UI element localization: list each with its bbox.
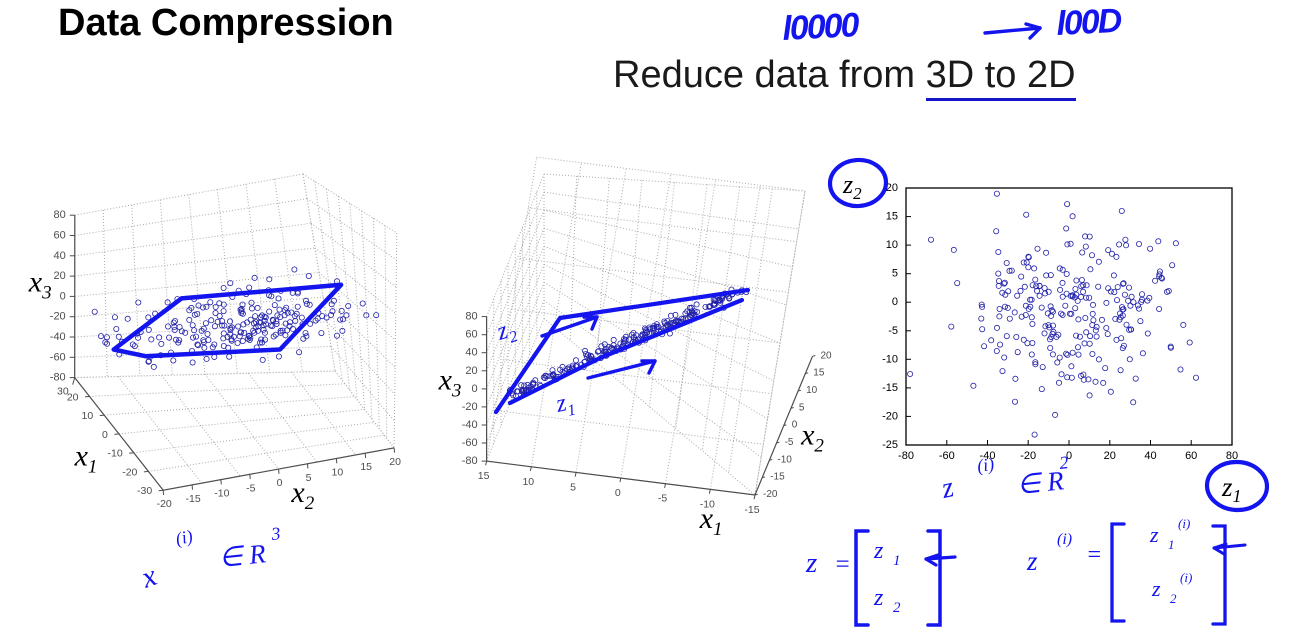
svg-text:2: 2 bbox=[893, 600, 901, 616]
svg-text:z1: z1 bbox=[553, 388, 578, 422]
svg-text:1: 1 bbox=[1168, 537, 1175, 552]
svg-text:-80: -80 bbox=[50, 372, 66, 384]
svg-text:-10: -10 bbox=[108, 448, 123, 460]
svg-text:0: 0 bbox=[792, 420, 798, 431]
svg-text:-20: -20 bbox=[122, 466, 137, 478]
svg-text:x3: x3 bbox=[438, 364, 462, 402]
svg-text:-40: -40 bbox=[50, 331, 66, 343]
svg-text:-25: -25 bbox=[882, 439, 898, 451]
svg-text:-5: -5 bbox=[888, 325, 898, 337]
svg-text:(i): (i) bbox=[976, 454, 996, 477]
svg-text:-80: -80 bbox=[462, 455, 478, 467]
svg-text:5: 5 bbox=[799, 402, 805, 413]
svg-text:z2: z2 bbox=[493, 315, 520, 350]
svg-text:-5: -5 bbox=[246, 482, 255, 494]
svg-text:5: 5 bbox=[306, 472, 312, 484]
svg-text:-10: -10 bbox=[882, 353, 898, 365]
svg-text:z: z bbox=[1149, 522, 1159, 547]
svg-text:z: z bbox=[805, 547, 817, 579]
svg-text:10: 10 bbox=[522, 476, 534, 488]
svg-text:60: 60 bbox=[1185, 450, 1197, 462]
svg-text:-20: -20 bbox=[1020, 450, 1036, 462]
svg-text:60: 60 bbox=[54, 230, 66, 242]
svg-text:-10: -10 bbox=[777, 454, 792, 465]
svg-text:15: 15 bbox=[813, 368, 825, 379]
svg-text:40: 40 bbox=[54, 250, 66, 262]
svg-text:z: z bbox=[873, 585, 884, 611]
svg-text:0: 0 bbox=[102, 429, 108, 441]
svg-text:-20: -20 bbox=[763, 489, 778, 500]
svg-text:20: 20 bbox=[1104, 450, 1116, 462]
svg-text:-80: -80 bbox=[898, 450, 914, 462]
svg-text:(i): (i) bbox=[174, 526, 195, 550]
svg-text:-60: -60 bbox=[462, 437, 478, 449]
svg-text:x2: x2 bbox=[800, 419, 824, 457]
svg-text:20: 20 bbox=[67, 391, 79, 403]
svg-text:-20: -20 bbox=[157, 498, 172, 510]
svg-text:5: 5 bbox=[892, 268, 898, 280]
svg-text:0: 0 bbox=[60, 290, 66, 302]
svg-text:-15: -15 bbox=[186, 493, 201, 505]
svg-text:(i): (i) bbox=[1180, 570, 1192, 585]
svg-text:10: 10 bbox=[82, 410, 94, 422]
svg-text:-10: -10 bbox=[214, 488, 229, 500]
svg-text:15: 15 bbox=[478, 470, 490, 482]
svg-text:1: 1 bbox=[893, 553, 901, 569]
svg-text:80: 80 bbox=[54, 209, 66, 221]
svg-text:-5: -5 bbox=[658, 493, 667, 505]
svg-text:(i): (i) bbox=[1057, 531, 1072, 548]
svg-text:60: 60 bbox=[465, 329, 477, 341]
svg-text:l0000: l0000 bbox=[781, 6, 860, 48]
svg-text:-15: -15 bbox=[882, 382, 898, 394]
svg-text:-30: -30 bbox=[137, 485, 152, 497]
svg-text:80: 80 bbox=[465, 311, 477, 323]
svg-text:x1: x1 bbox=[74, 439, 98, 477]
svg-text:z1: z1 bbox=[1221, 472, 1242, 506]
svg-text:-20: -20 bbox=[462, 401, 478, 413]
svg-text:x: x bbox=[136, 559, 161, 595]
svg-text:=: = bbox=[1086, 542, 1102, 568]
svg-text:-20: -20 bbox=[50, 311, 66, 323]
svg-text:0: 0 bbox=[471, 383, 477, 395]
svg-text:(i): (i) bbox=[1178, 516, 1190, 531]
svg-text:z: z bbox=[1026, 546, 1038, 576]
svg-text:10: 10 bbox=[332, 467, 344, 479]
svg-text:5: 5 bbox=[570, 481, 576, 493]
svg-text:15: 15 bbox=[886, 211, 898, 223]
svg-text:20: 20 bbox=[465, 365, 477, 377]
svg-text:0: 0 bbox=[277, 477, 283, 489]
svg-text:∈ R: ∈ R bbox=[1015, 465, 1065, 500]
svg-text:∈ R: ∈ R bbox=[217, 538, 267, 573]
svg-text:=: = bbox=[834, 551, 851, 578]
svg-text:z: z bbox=[873, 538, 884, 564]
svg-text:0: 0 bbox=[615, 487, 621, 499]
svg-text:-40: -40 bbox=[462, 419, 478, 431]
svg-text:-15: -15 bbox=[744, 504, 759, 516]
svg-text:z: z bbox=[938, 471, 957, 505]
svg-text:-60: -60 bbox=[939, 450, 955, 462]
svg-text:l00D: l00D bbox=[1055, 2, 1122, 43]
svg-text:20: 20 bbox=[54, 270, 66, 282]
svg-text:0: 0 bbox=[892, 296, 898, 308]
svg-text:10: 10 bbox=[886, 239, 898, 251]
svg-text:-5: -5 bbox=[785, 437, 794, 448]
svg-text:10: 10 bbox=[806, 385, 818, 396]
svg-text:2: 2 bbox=[1170, 591, 1177, 606]
svg-text:40: 40 bbox=[1144, 450, 1156, 462]
svg-text:40: 40 bbox=[465, 347, 477, 359]
svg-text:x3: x3 bbox=[28, 265, 52, 303]
svg-text:z2: z2 bbox=[842, 170, 862, 203]
svg-text:3: 3 bbox=[269, 523, 281, 544]
svg-text:z: z bbox=[1151, 576, 1161, 601]
svg-text:20: 20 bbox=[389, 456, 401, 468]
svg-text:15: 15 bbox=[360, 461, 372, 473]
svg-text:x1: x1 bbox=[699, 502, 723, 540]
svg-text:-60: -60 bbox=[50, 351, 66, 363]
svg-text:20: 20 bbox=[821, 350, 833, 361]
svg-text:-20: -20 bbox=[882, 410, 898, 422]
svg-text:-15: -15 bbox=[770, 472, 785, 483]
